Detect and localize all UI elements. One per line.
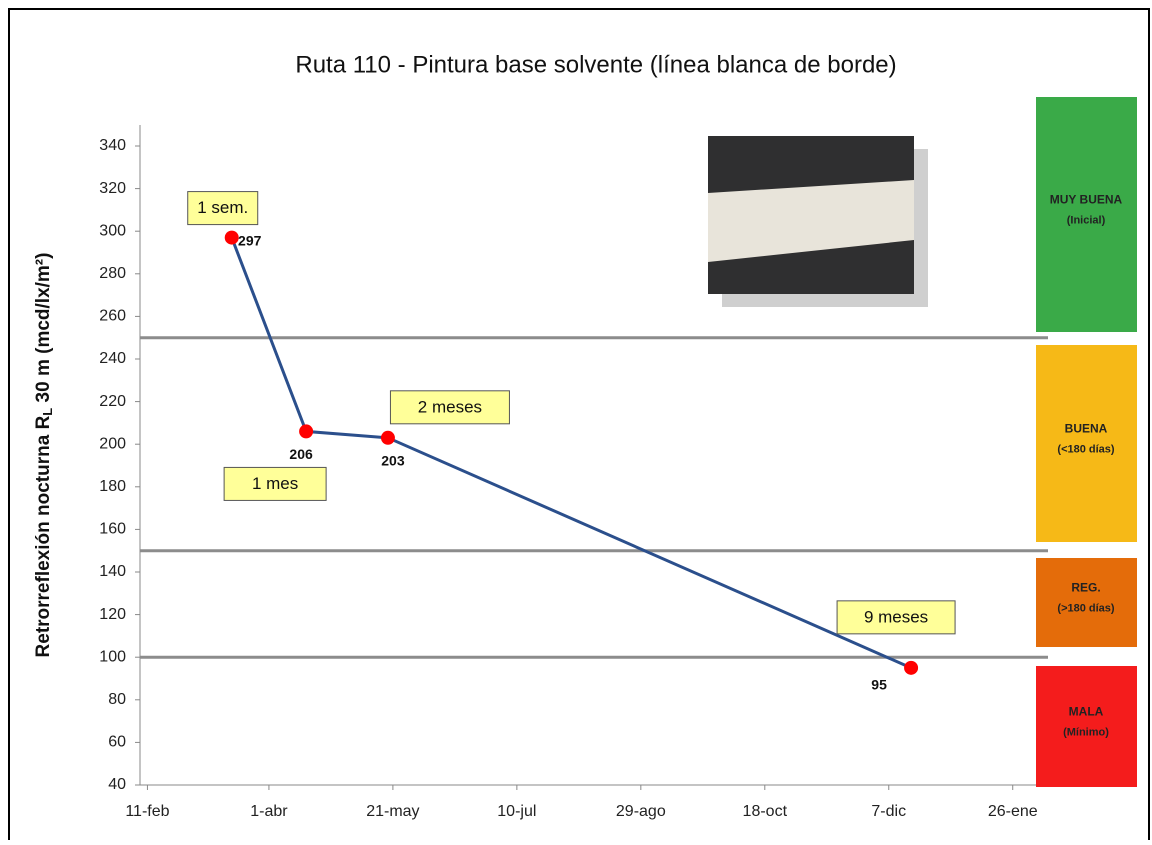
chart-title: Ruta 110 - Pintura base solvente (línea … [295, 51, 896, 78]
annotation: 2 meses [418, 397, 482, 416]
y-tick-label: 200 [99, 435, 126, 452]
annotation-box [389, 390, 510, 425]
data-point [224, 230, 239, 245]
band [1036, 666, 1137, 787]
y-tick-label: 220 [99, 393, 126, 410]
road-photo [708, 136, 928, 307]
annotation: 1 sem. [197, 198, 248, 217]
y-label-part: Retrorreflexión nocturna R [33, 415, 54, 657]
y-tick-label: 80 [108, 691, 126, 708]
x-tick-label: 26-ene [988, 803, 1038, 820]
band-label: BUENA [1065, 422, 1108, 436]
band-note: (Mínimo) [1063, 726, 1109, 738]
y-tick-label: 160 [99, 521, 126, 538]
band-note: (Inicial) [1067, 214, 1106, 226]
data-point [904, 660, 919, 675]
band-note: (<180 días) [1057, 443, 1115, 455]
band [1036, 345, 1137, 542]
x-tick-label: 29-ago [616, 803, 666, 820]
y-tick-label: 260 [99, 308, 126, 325]
y-axis-label: Retrorreflexión nocturna RL 30 m (mcd/lx… [33, 253, 55, 658]
series-line [230, 237, 912, 670]
y-tick-label: 140 [99, 563, 126, 580]
annotation-box [836, 600, 956, 635]
y-tick-label: 340 [99, 137, 126, 154]
band-note: (>180 días) [1057, 602, 1115, 614]
x-tick-label: 18-oct [743, 803, 788, 820]
annotation-box [223, 466, 327, 501]
band [1036, 97, 1137, 332]
x-tick-label: 7-dic [871, 803, 906, 820]
x-tick-label: 1-abr [250, 803, 288, 820]
y-tick-label: 240 [99, 350, 126, 367]
y-tick-label: 300 [99, 222, 126, 239]
x-tick-label: 11-feb [125, 803, 169, 820]
data-label: 203 [381, 453, 405, 469]
y-tick-label: 120 [99, 606, 126, 623]
data-point [299, 424, 314, 439]
x-tick-label: 21-may [366, 803, 419, 820]
y-tick-label: 40 [108, 776, 126, 793]
data-label: 95 [871, 677, 887, 693]
annotation-box [187, 191, 259, 226]
data-label: 206 [289, 446, 313, 462]
annotation: 9 meses [864, 607, 928, 626]
annotation: 1 mes [252, 474, 298, 493]
y-tick-label: 320 [99, 180, 126, 197]
data-point [380, 430, 395, 445]
band-label: MALA [1069, 705, 1104, 719]
band-label: REG. [1071, 581, 1100, 595]
y-tick-label: 100 [99, 648, 126, 665]
y-label-part: 30 m (mcd/lx/m²) [33, 253, 54, 408]
band-label: MUY BUENA [1050, 193, 1123, 207]
y-tick-label: 180 [99, 478, 126, 495]
frame [8, 8, 1150, 845]
y-label-sub: L [40, 408, 55, 416]
y-tick-label: 60 [108, 734, 126, 751]
band [1036, 558, 1137, 647]
x-tick-label: 10-jul [497, 803, 536, 820]
data-label: 297 [238, 232, 262, 248]
y-tick-label: 280 [99, 265, 126, 282]
